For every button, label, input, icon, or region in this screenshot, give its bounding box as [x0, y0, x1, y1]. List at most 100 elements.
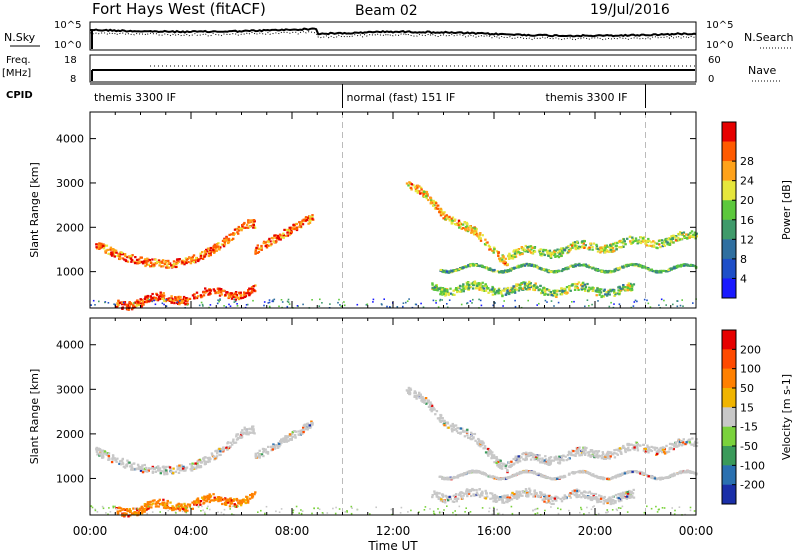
- data-cell: [556, 254, 559, 258]
- data-cell: [505, 292, 509, 295]
- data-cell: [538, 267, 541, 270]
- data-cell: [560, 269, 563, 273]
- data-cell: [443, 269, 446, 272]
- data-cell: [541, 457, 544, 460]
- data-cell: [220, 291, 223, 294]
- data-cell: [470, 231, 473, 234]
- data-cell: [474, 287, 478, 290]
- data-cell: [642, 449, 646, 452]
- data-cell: [619, 495, 623, 498]
- data-cell: [172, 260, 176, 263]
- data-cell: [111, 458, 114, 461]
- data-cell: [655, 246, 658, 249]
- data-cell: [465, 223, 469, 226]
- data-cell: [582, 490, 586, 493]
- cpid-segment-label: normal (fast) 151 IF: [347, 91, 456, 104]
- data-cell: [455, 430, 459, 433]
- data-cell: [226, 448, 229, 451]
- data-cell: [267, 239, 271, 242]
- data-cell: [248, 431, 251, 434]
- data-cell: [645, 244, 648, 247]
- data-cell: [595, 247, 598, 250]
- data-cell: [142, 303, 145, 306]
- data-cell: [130, 463, 133, 466]
- data-cell: [504, 262, 507, 265]
- data-cell: [614, 501, 617, 504]
- data-cell: [260, 248, 263, 251]
- data-cell: [659, 246, 662, 249]
- data-cell: [579, 245, 582, 249]
- data-cell: [688, 234, 691, 237]
- data-cell: [204, 462, 207, 465]
- data-cell: [184, 467, 188, 470]
- noise-cell: [365, 304, 368, 306]
- data-cell: [541, 458, 544, 461]
- data-cell: [213, 251, 216, 254]
- data-cell: [598, 500, 601, 503]
- data-cell: [539, 248, 542, 251]
- noise-cell: [597, 300, 599, 302]
- data-cell: [118, 460, 122, 463]
- data-cell: [497, 292, 500, 295]
- data-cell: [253, 226, 257, 229]
- data-cell: [598, 291, 601, 294]
- data-cell: [446, 476, 449, 479]
- data-cell: [119, 463, 123, 466]
- data-cell: [598, 293, 601, 296]
- noise-cell: [415, 303, 418, 306]
- data-cell: [596, 500, 599, 503]
- data-cell: [499, 477, 502, 480]
- data-cell: [571, 284, 574, 287]
- data-cell: [190, 259, 193, 263]
- data-cell: [419, 393, 422, 396]
- data-cell: [667, 268, 670, 271]
- data-cell: [284, 435, 287, 438]
- data-cell: [235, 294, 239, 297]
- colorbar-tick-label: 8: [740, 253, 747, 266]
- data-cell: [471, 262, 475, 266]
- noise-cell: [503, 300, 505, 302]
- data-cell: [478, 284, 481, 288]
- noise-cell: [302, 303, 304, 306]
- noise-cell: [469, 300, 472, 302]
- data-cell: [168, 262, 172, 265]
- data-cell: [583, 288, 587, 291]
- data-cell: [495, 476, 498, 480]
- data-cell: [309, 219, 312, 222]
- data-cell: [613, 456, 617, 459]
- noise-cell: [209, 304, 212, 306]
- data-cell: [601, 451, 604, 454]
- data-cell: [121, 257, 125, 260]
- data-cell: [301, 429, 304, 432]
- data-cell: [109, 248, 112, 251]
- data-cell: [253, 432, 256, 435]
- data-cell: [615, 448, 618, 451]
- data-cell: [129, 465, 132, 468]
- noise-cell: [296, 305, 299, 307]
- data-cell: [162, 294, 166, 297]
- data-cell: [484, 284, 487, 287]
- noise-cell: [165, 299, 167, 301]
- data-cell: [659, 271, 662, 274]
- data-cell: [496, 478, 500, 481]
- data-cell: [541, 461, 544, 464]
- data-cell: [578, 494, 581, 497]
- data-cell: [420, 188, 423, 191]
- data-cell: [254, 456, 258, 459]
- data-cell: [596, 451, 599, 454]
- y-tick-label: 4000: [56, 133, 84, 146]
- data-cell: [578, 454, 581, 457]
- data-cell: [521, 494, 524, 497]
- data-cell: [581, 491, 584, 495]
- data-cell: [506, 494, 509, 497]
- data-cell: [600, 246, 603, 249]
- noise-cell: [151, 300, 153, 303]
- data-cell: [444, 218, 447, 221]
- data-cell: [453, 428, 456, 431]
- data-cell: [530, 471, 534, 474]
- data-cell: [614, 244, 618, 247]
- data-cell: [631, 236, 634, 239]
- data-cell: [491, 249, 494, 252]
- data-cell: [308, 219, 311, 222]
- data-cell: [116, 457, 119, 460]
